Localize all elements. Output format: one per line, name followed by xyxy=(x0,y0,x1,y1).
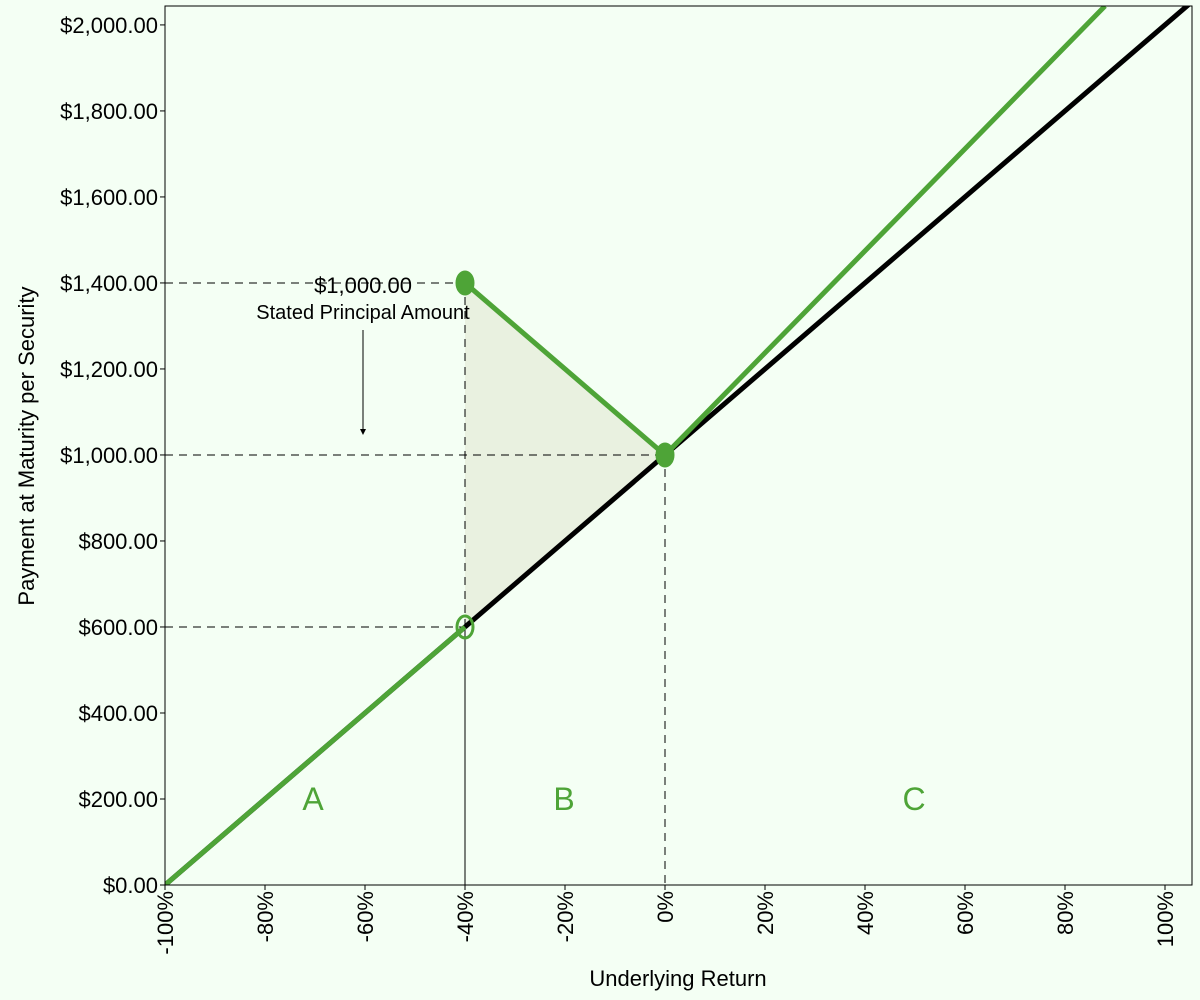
y-tick-label: $2,000.00 xyxy=(60,13,158,38)
arrow-head xyxy=(360,429,366,435)
y-tick-label: $1,600.00 xyxy=(60,185,158,210)
y-axis-label: Payment at Maturity per Security xyxy=(14,286,39,605)
marker xyxy=(655,442,675,468)
region-label: C xyxy=(902,781,925,817)
y-tick-label: $1,200.00 xyxy=(60,357,158,382)
annotation-text: Stated Principal Amount xyxy=(256,302,470,324)
x-tick-label: 100% xyxy=(1153,891,1178,947)
region-label: A xyxy=(302,781,324,817)
y-tick-label: $800.00 xyxy=(78,529,158,554)
annotation-amount: $1,000.00 xyxy=(314,273,412,298)
y-tick-label: $1,000.00 xyxy=(60,443,158,468)
y-tick-label: $1,400.00 xyxy=(60,271,158,296)
axes-frame xyxy=(164,5,1193,886)
x-tick-label: -60% xyxy=(353,891,378,942)
x-tick-label: -40% xyxy=(453,891,478,942)
x-tick-label: 40% xyxy=(853,891,878,935)
x-tick-label: 0% xyxy=(653,891,678,923)
y-tick-label: $1,800.00 xyxy=(60,99,158,124)
region-label: B xyxy=(553,781,574,817)
x-tick-label: 20% xyxy=(753,891,778,935)
y-tick-label: $200.00 xyxy=(78,787,158,812)
x-axis-label: Underlying Return xyxy=(589,966,766,991)
marker xyxy=(455,270,475,296)
plot-area xyxy=(165,6,1191,885)
x-tick-label: 60% xyxy=(953,891,978,935)
x-tick-label: 80% xyxy=(1053,891,1078,935)
marker xyxy=(455,614,475,640)
y-tick-label: $0.00 xyxy=(103,873,158,898)
x-tick-label: -20% xyxy=(553,891,578,942)
y-tick-label: $600.00 xyxy=(78,615,158,640)
x-tick-label: -100% xyxy=(153,891,178,955)
x-tick-label: -80% xyxy=(253,891,278,942)
y-tick-label: $400.00 xyxy=(78,701,158,726)
